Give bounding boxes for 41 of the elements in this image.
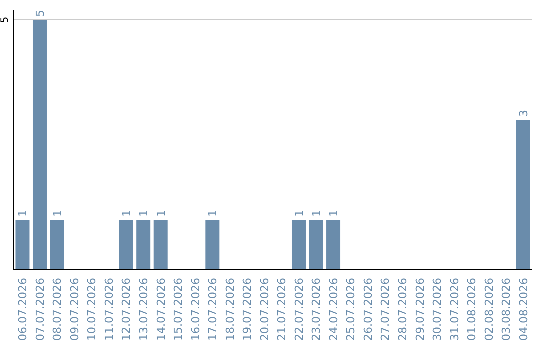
x-tick-label: 20.07.2026 bbox=[258, 278, 272, 340]
x-tick-label: 24.07.2026 bbox=[327, 278, 340, 340]
x-tick-label: 19.07.2026 bbox=[241, 278, 254, 340]
data-label: 1 bbox=[51, 210, 64, 217]
data-label: 1 bbox=[328, 210, 341, 217]
x-tick-label: 09.07.2026 bbox=[68, 278, 82, 340]
x-tick-label: 13.07.2026 bbox=[138, 278, 150, 340]
x-tick-label: 08.07.2026 bbox=[51, 278, 64, 340]
x-tick-label: 27.07.2026 bbox=[379, 278, 392, 340]
x-tick-label: 23.07.2026 bbox=[310, 278, 324, 340]
x-tick-label: 25.07.2026 bbox=[344, 278, 358, 340]
x-tick-label: 01.08.2026 bbox=[466, 278, 479, 340]
x-tick-label: 02.08.2026 bbox=[482, 278, 496, 340]
x-tick-label: 30.07.2026 bbox=[431, 278, 444, 340]
x-tick-label: 28.07.2026 bbox=[396, 278, 410, 340]
x-tick-label: 22.07.2026 bbox=[292, 278, 306, 340]
data-label: 1 bbox=[206, 210, 220, 217]
x-tick-label: 31.07.2026 bbox=[448, 278, 462, 340]
x-tick-label: 12.07.2026 bbox=[120, 278, 134, 340]
data-label: 1 bbox=[120, 210, 134, 217]
x-tick-label: 04.08.2026 bbox=[517, 278, 530, 340]
x-tick-label: 03.08.2026 bbox=[500, 278, 514, 340]
x-tick-label: 14.07.2026 bbox=[154, 278, 168, 340]
x-tick-label: 15.07.2026 bbox=[172, 278, 186, 340]
data-label: 1 bbox=[16, 210, 30, 217]
data-label: 3 bbox=[517, 110, 530, 117]
data-label: 1 bbox=[154, 210, 168, 217]
x-tick-label: 26.07.2026 bbox=[362, 278, 375, 340]
x-tick-label: 29.07.2026 bbox=[414, 278, 427, 340]
x-tick-label: 16.07.2026 bbox=[189, 278, 202, 340]
data-label: 1 bbox=[138, 210, 151, 217]
x-tick-label: 07.07.2026 bbox=[34, 278, 47, 340]
data-label: 1 bbox=[292, 210, 306, 217]
x-tick-label: 17.07.2026 bbox=[206, 278, 220, 340]
data-label: 1 bbox=[310, 210, 324, 217]
x-tick-label: 06.07.2026 bbox=[16, 278, 30, 340]
x-tick-label: 10.07.2026 bbox=[86, 278, 99, 340]
data-label: 5 bbox=[34, 10, 47, 17]
x-tick-label: 11.07.2026 bbox=[102, 278, 116, 340]
x-tick-label: 18.07.2026 bbox=[224, 278, 237, 340]
x-tick-label: 21.07.2026 bbox=[276, 278, 289, 340]
